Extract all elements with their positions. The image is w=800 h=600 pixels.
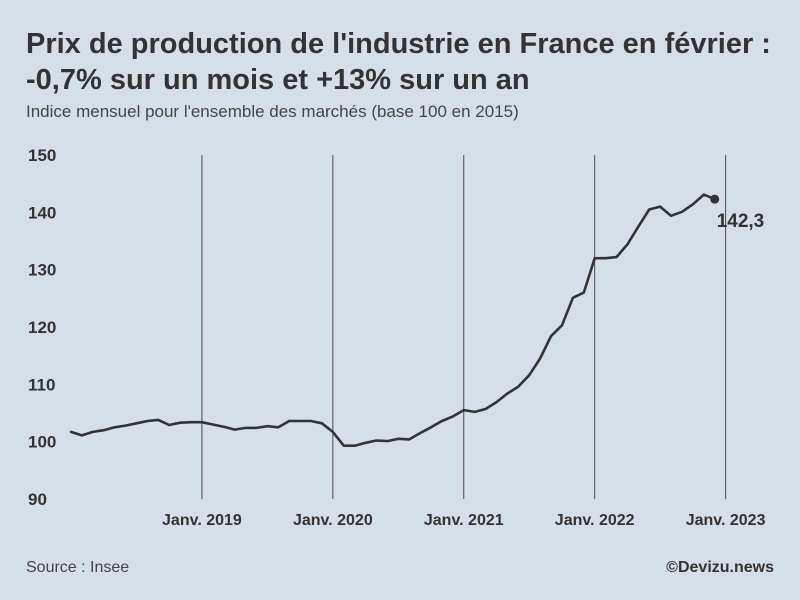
series-layer bbox=[69, 193, 717, 448]
y-tick-label-140: 140 bbox=[28, 203, 56, 222]
y-tick-label-120: 120 bbox=[28, 318, 56, 337]
annotations: 142,3 bbox=[710, 194, 765, 232]
y-tick-label-90: 90 bbox=[28, 490, 47, 509]
chart-title-line-2: -0,7% sur un mois et +13% sur un an bbox=[26, 64, 530, 96]
chart-title-line-1: Prix de production de l'industrie en Fra… bbox=[26, 28, 771, 60]
x-tick-label: Janv. 2019 bbox=[162, 512, 242, 529]
last-point-marker bbox=[710, 194, 720, 204]
series-line-0 bbox=[69, 193, 717, 448]
gridlines bbox=[201, 155, 727, 499]
x-tick-label: Janv. 2020 bbox=[293, 512, 373, 529]
y-tick-label-130: 130 bbox=[28, 261, 56, 280]
source-note: Source : Insee bbox=[26, 559, 130, 576]
chart-subtitle: Indice mensuel pour l'ensemble des march… bbox=[26, 102, 519, 121]
y-tick-label-150: 150 bbox=[28, 146, 56, 165]
y-axis: 90 100 110 120 130 140 150 bbox=[28, 146, 56, 509]
last-value-label: 142,3 bbox=[717, 211, 765, 232]
x-axis: Janv. 2019 Janv. 2020 Janv. 2021 Janv. 2022… bbox=[162, 512, 766, 529]
y-tick-label-110: 110 bbox=[28, 375, 55, 394]
x-tick-label: Janv. 2022 bbox=[555, 512, 635, 529]
credit-note: ©Devizu.news bbox=[666, 559, 774, 576]
x-tick-label: Janv. 2021 bbox=[424, 512, 504, 529]
y-tick-label-100: 100 bbox=[28, 433, 56, 452]
x-tick-label: Janv. 2023 bbox=[686, 512, 766, 529]
chart-title: Prix de production de l'industrie en Fra… bbox=[26, 26, 786, 98]
